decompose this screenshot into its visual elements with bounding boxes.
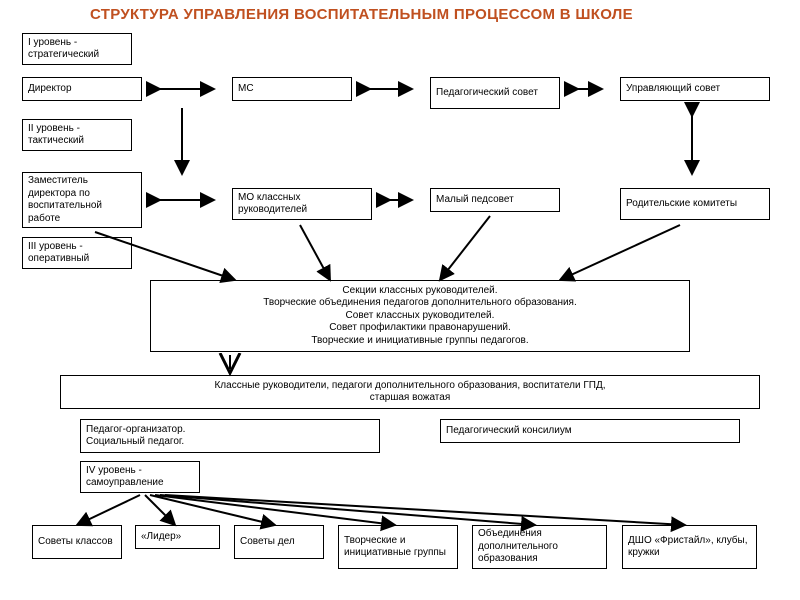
box-zam: Заместитель директора по воспитательной … [22, 172, 142, 228]
level2-label: II уровень - тактический [22, 119, 132, 151]
box-obed: Объединения дополнительного образования [472, 525, 607, 569]
box-director: Директор [22, 77, 142, 101]
box-tvgroup: Творческие и инициативные группы [338, 525, 458, 569]
box-uprsovet: Управляющий совет [620, 77, 770, 101]
box-rodkom: Родительские комитеты [620, 188, 770, 220]
box-mc: МС [232, 77, 352, 101]
box-sovdel: Советы дел [234, 525, 324, 559]
box-klassruk: Классные руководители, педагоги дополнит… [60, 375, 760, 409]
box-mokr: МО классных руководителей [232, 188, 372, 220]
box-pedkons: Педагогический консилиум [440, 419, 740, 443]
box-sections: Секции классных руководителей. Творчески… [150, 280, 690, 352]
box-pedsovet: Педагогический совет [430, 77, 560, 109]
box-lider: «Лидер» [135, 525, 220, 549]
box-sovklass: Советы классов [32, 525, 122, 559]
level4-label: IV уровень - самоуправление [80, 461, 200, 493]
box-malped: Малый педсовет [430, 188, 560, 212]
box-dsho: ДШО «Фристайл», клубы, кружки [622, 525, 757, 569]
box-pedorg: Педагог-организатор. Социальный педагог. [80, 419, 380, 453]
page-title: СТРУКТУРА УПРАВЛЕНИЯ ВОСПИТАТЕЛЬНЫМ ПРОЦ… [0, 0, 800, 27]
level3-label: III уровень - оперативный [22, 237, 132, 269]
level1-label: I уровень - стратегический [22, 33, 132, 65]
